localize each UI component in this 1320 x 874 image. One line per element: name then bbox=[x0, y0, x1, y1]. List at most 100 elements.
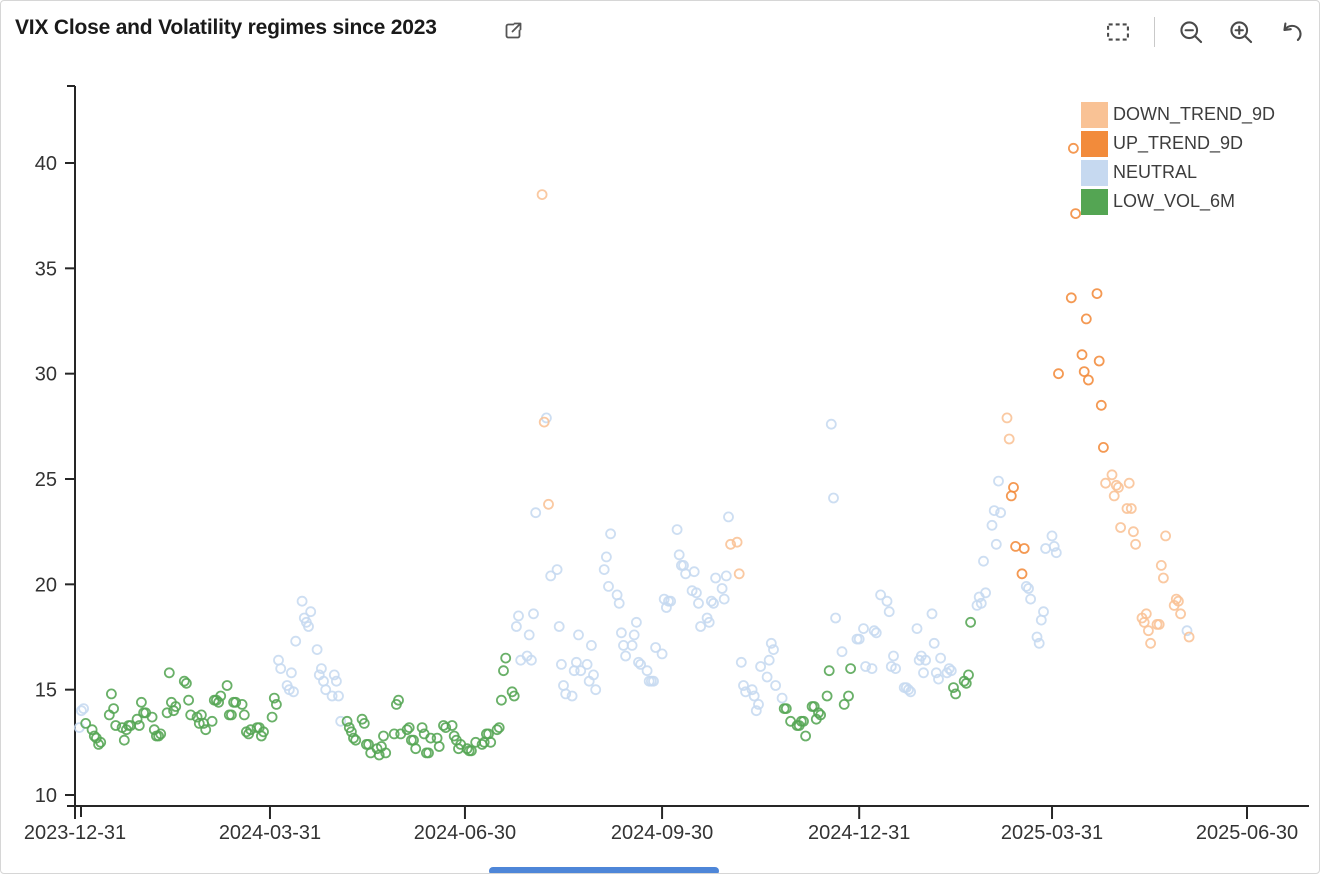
data-point bbox=[770, 680, 781, 691]
data-point bbox=[268, 692, 280, 704]
zoom-out-icon[interactable] bbox=[1177, 18, 1205, 46]
data-point bbox=[763, 654, 775, 666]
legend-swatch bbox=[1081, 130, 1108, 157]
data-point bbox=[990, 538, 1002, 550]
data-point bbox=[656, 648, 668, 660]
data-point bbox=[348, 732, 359, 744]
data-point bbox=[1113, 481, 1124, 493]
data-point bbox=[616, 627, 627, 639]
data-point bbox=[613, 597, 625, 609]
data-point bbox=[311, 644, 323, 655]
data-point bbox=[285, 667, 297, 679]
data-point bbox=[1100, 477, 1111, 489]
legend-swatch bbox=[1081, 101, 1108, 128]
data-point bbox=[528, 608, 539, 620]
data-point bbox=[573, 629, 584, 641]
data-point bbox=[380, 747, 392, 759]
series-low_vol_6m bbox=[80, 616, 976, 761]
data-point bbox=[1093, 355, 1105, 367]
data-point bbox=[860, 661, 871, 672]
data-point bbox=[975, 597, 987, 609]
data-point bbox=[275, 663, 287, 674]
data-point bbox=[170, 701, 182, 712]
data-point bbox=[1008, 481, 1019, 493]
data-point bbox=[1106, 469, 1118, 481]
legend-item-low_vol_6m[interactable]: LOW_VOL_6M bbox=[1081, 187, 1275, 216]
data-point bbox=[1010, 541, 1021, 552]
data-point bbox=[635, 659, 646, 670]
x-tick-label: 2024-03-31 bbox=[219, 822, 321, 844]
data-point bbox=[603, 581, 614, 592]
data-point bbox=[1145, 637, 1156, 649]
data-point bbox=[106, 688, 117, 700]
data-point bbox=[926, 608, 938, 620]
data-point bbox=[798, 715, 809, 727]
data-point bbox=[1025, 593, 1036, 605]
data-point bbox=[1023, 583, 1034, 594]
data-point bbox=[465, 745, 477, 757]
data-point bbox=[440, 722, 452, 733]
data-point bbox=[688, 566, 700, 578]
data-point bbox=[433, 741, 445, 752]
data-point bbox=[753, 699, 764, 710]
data-point bbox=[238, 709, 250, 721]
data-point bbox=[980, 587, 991, 599]
data-point bbox=[720, 570, 732, 582]
data-point bbox=[838, 699, 850, 710]
data-point bbox=[290, 635, 302, 647]
data-point bbox=[631, 616, 642, 628]
data-point bbox=[680, 568, 691, 580]
data-point bbox=[883, 606, 895, 618]
data-point bbox=[1098, 441, 1109, 453]
data-point bbox=[1181, 625, 1193, 637]
data-point bbox=[508, 690, 520, 702]
data-point bbox=[1121, 503, 1133, 514]
legend-item-up_trend_9d[interactable]: UP_TREND_9D bbox=[1081, 129, 1275, 158]
data-point bbox=[178, 675, 190, 687]
data-point bbox=[495, 694, 507, 706]
data-point bbox=[288, 686, 299, 698]
data-point bbox=[538, 416, 550, 428]
data-point bbox=[345, 726, 357, 738]
legend-item-down_trend_9d[interactable]: DOWN_TREND_9D bbox=[1081, 100, 1275, 129]
data-point bbox=[485, 736, 497, 748]
data-point bbox=[755, 661, 766, 672]
data-point bbox=[710, 572, 721, 584]
toolbar-divider bbox=[1154, 17, 1155, 47]
data-point bbox=[828, 492, 839, 504]
data-point bbox=[626, 640, 638, 651]
data-point bbox=[553, 621, 565, 632]
legend-item-neutral[interactable]: NEUTRAL bbox=[1081, 158, 1275, 187]
data-point bbox=[823, 665, 835, 677]
data-point bbox=[401, 724, 413, 736]
external-link-icon[interactable] bbox=[501, 19, 525, 43]
data-point bbox=[628, 629, 640, 641]
data-point bbox=[1143, 625, 1154, 637]
data-point bbox=[153, 730, 165, 742]
x-tick-label: 2024-09-30 bbox=[611, 822, 713, 844]
data-point bbox=[305, 606, 317, 618]
data-point bbox=[1128, 526, 1139, 538]
box-select-icon[interactable] bbox=[1104, 18, 1132, 46]
data-point bbox=[911, 623, 923, 634]
data-point bbox=[498, 665, 509, 677]
data-point bbox=[1018, 543, 1030, 554]
reset-icon[interactable] bbox=[1277, 18, 1305, 46]
data-point bbox=[948, 682, 959, 693]
data-point bbox=[825, 418, 837, 430]
data-point bbox=[633, 656, 644, 668]
data-point bbox=[446, 720, 458, 731]
data-point bbox=[870, 627, 882, 639]
data-point bbox=[536, 189, 548, 201]
data-point bbox=[258, 726, 269, 738]
data-point bbox=[523, 629, 535, 641]
bottom-scrollbar[interactable] bbox=[489, 867, 719, 873]
data-point bbox=[1040, 543, 1051, 554]
data-point bbox=[1031, 631, 1043, 643]
data-point bbox=[296, 595, 308, 607]
zoom-in-icon[interactable] bbox=[1227, 18, 1255, 46]
data-point bbox=[1158, 572, 1169, 584]
data-point bbox=[1130, 538, 1141, 550]
data-point bbox=[1050, 547, 1062, 559]
